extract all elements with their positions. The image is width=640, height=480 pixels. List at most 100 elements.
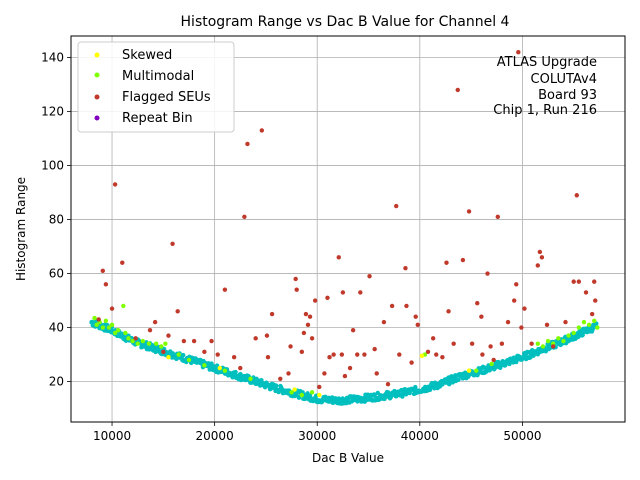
point-flagged-seu <box>446 309 451 314</box>
point-flagged-seu <box>372 346 377 352</box>
point-flagged-seu <box>303 311 309 317</box>
point-flagged-seu <box>286 371 291 376</box>
point-multimodal <box>100 325 106 330</box>
point-multimodal <box>112 330 118 336</box>
y-tick-label: 40 <box>49 321 64 335</box>
legend-label-skewed: Skewed <box>122 48 172 63</box>
point-flagged-seu <box>336 255 341 260</box>
point-flagged-seu <box>563 319 568 325</box>
point-flagged-seu <box>403 265 408 271</box>
data-points <box>89 49 600 406</box>
point-multimodal <box>115 328 121 333</box>
point-skewed <box>217 365 222 371</box>
point-normal <box>407 390 412 396</box>
point-multimodal <box>556 336 561 341</box>
point-flagged-seu <box>425 349 431 355</box>
y-tick-label: 140 <box>41 51 64 65</box>
point-multimodal <box>222 368 228 373</box>
point-flagged-seu <box>181 338 187 344</box>
point-flagged-seu <box>327 355 332 360</box>
point-flagged-seu <box>576 279 582 284</box>
point-flagged-seu <box>222 287 228 292</box>
point-multimodal <box>489 361 494 367</box>
point-flagged-seu <box>100 268 106 274</box>
point-flagged-seu <box>322 371 327 376</box>
point-multimodal <box>592 318 597 323</box>
run-annotation: ATLAS Upgrade COLUTAv4 Board 93 Chip 1, … <box>493 55 597 118</box>
point-flagged-seu <box>451 341 456 346</box>
point-flagged-seu <box>259 128 265 133</box>
point-normal <box>181 352 186 358</box>
point-flagged-seu <box>312 298 318 303</box>
point-normal <box>580 332 585 338</box>
point-flagged-seu <box>166 333 171 338</box>
point-flagged-seu <box>589 311 595 317</box>
point-flagged-seu <box>278 376 283 382</box>
point-normal <box>307 393 313 398</box>
point-flagged-seu <box>301 330 307 336</box>
point-flagged-seu <box>389 303 395 309</box>
point-flagged-seu <box>440 355 445 360</box>
point-flagged-seu <box>460 257 466 263</box>
point-flagged-seu <box>593 298 598 303</box>
point-flagged-seu <box>381 319 387 325</box>
legend-marker-skewed <box>94 52 100 58</box>
point-flagged-seu <box>264 333 270 338</box>
point-multimodal <box>121 303 126 309</box>
point-flagged-seu <box>592 279 597 284</box>
point-flagged-seu <box>299 349 305 355</box>
point-flagged-seu <box>537 249 543 255</box>
point-flagged-seu <box>245 141 250 147</box>
point-flagged-seu <box>340 290 346 295</box>
point-multimodal <box>566 333 571 338</box>
point-normal <box>382 396 387 402</box>
point-multimodal <box>576 325 582 330</box>
point-flagged-seu <box>362 352 367 357</box>
point-flagged-seu <box>231 355 237 360</box>
point-multimodal <box>94 322 99 328</box>
annotation-line: Chip 1, Run 216 <box>493 103 597 118</box>
x-tick-label: 40000 <box>401 429 439 443</box>
point-flagged-seu <box>331 352 336 357</box>
y-tick-label: 120 <box>41 105 64 119</box>
point-flagged-seu <box>519 325 524 330</box>
point-flagged-seu <box>409 360 414 365</box>
point-multimodal <box>140 338 146 344</box>
point-multimodal <box>159 344 164 349</box>
point-flagged-seu <box>583 290 589 295</box>
point-skewed <box>292 387 297 392</box>
point-flagged-seu <box>480 352 485 357</box>
point-flagged-seu <box>529 341 534 346</box>
point-flagged-seu <box>394 203 399 209</box>
point-flagged-seu <box>491 357 496 363</box>
point-flagged-seu <box>109 306 115 311</box>
point-flagged-seu <box>96 317 101 322</box>
y-tick-label: 60 <box>49 267 64 281</box>
point-flagged-seu <box>374 371 379 376</box>
point-flagged-seu <box>294 287 299 292</box>
point-flagged-seu <box>161 349 166 355</box>
point-flagged-seu <box>305 322 311 328</box>
point-multimodal <box>581 319 587 325</box>
legend-label-repeat-bin: Repeat Bin <box>122 111 193 126</box>
point-flagged-seu <box>413 314 418 319</box>
point-flagged-seu <box>479 314 484 319</box>
point-flagged-seu <box>269 311 275 317</box>
point-flagged-seu <box>209 338 214 344</box>
point-multimodal <box>299 392 305 398</box>
point-flagged-seu <box>522 306 527 311</box>
point-flagged-seu <box>516 49 521 55</box>
point-flagged-seu <box>469 341 475 346</box>
axis-ticks: 10000 20000 30000 40000 50000 20 40 60 80 100 120 1… <box>41 51 541 443</box>
point-flagged-seu <box>397 352 402 357</box>
point-skewed <box>166 355 171 360</box>
point-multimodal <box>248 376 253 382</box>
point-multimodal <box>109 322 115 328</box>
point-flagged-seu <box>350 328 356 333</box>
y-tick-label: 100 <box>41 159 64 173</box>
point-normal <box>296 395 302 400</box>
point-flagged-seu <box>512 298 517 303</box>
point-normal <box>413 384 418 390</box>
x-tick-label: 10000 <box>93 429 131 443</box>
